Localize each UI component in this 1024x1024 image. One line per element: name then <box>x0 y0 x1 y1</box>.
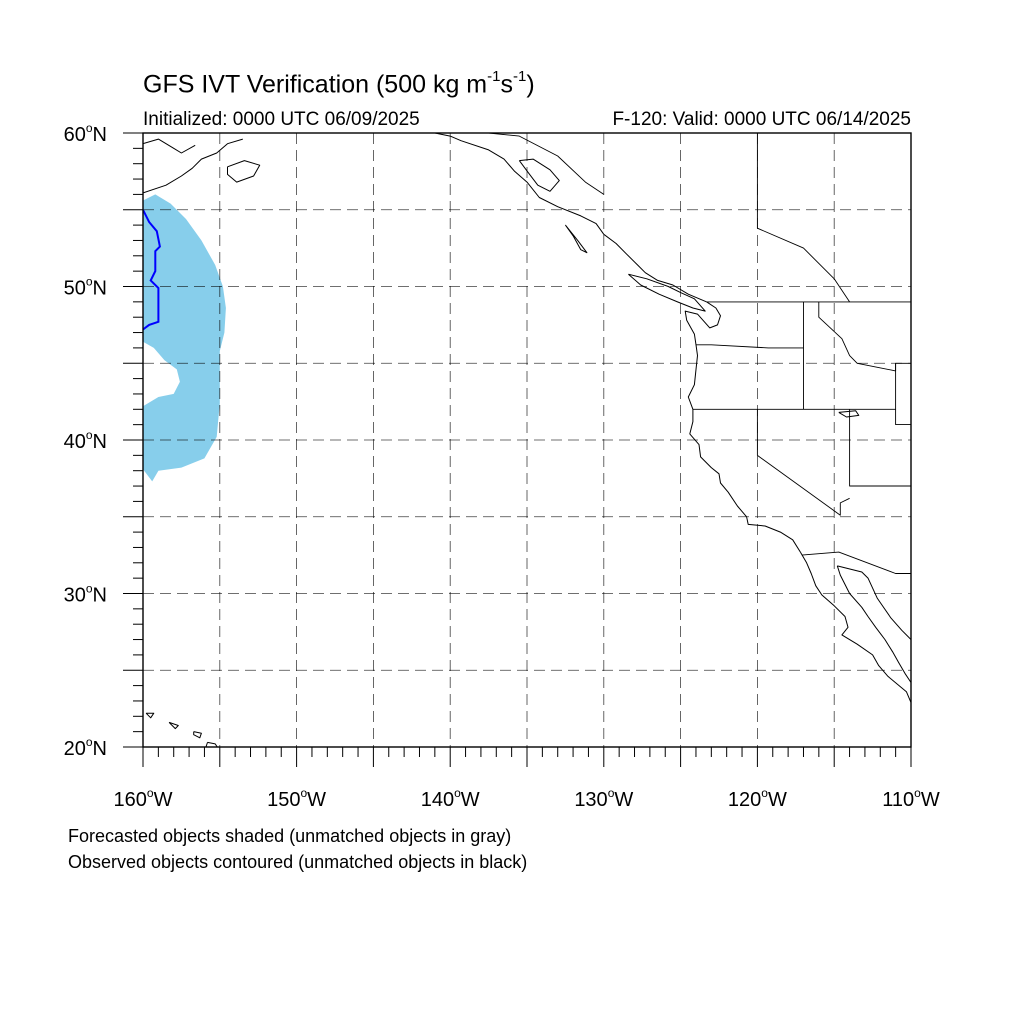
coastlines-and-borders <box>143 133 911 747</box>
valid-time-label: F-120: Valid: 0000 UTC 06/14/2025 <box>612 109 911 130</box>
forecast-objects <box>143 194 226 482</box>
lat-label: 50oN <box>64 275 107 300</box>
axis-labels: 160oW 150oW 140oW 130oW 120oW 110oW 60oN 50oN 40… <box>64 121 940 811</box>
coastline <box>799 551 911 703</box>
coastline <box>684 301 801 553</box>
coastline <box>518 158 560 192</box>
lat-label: 20oN <box>64 735 107 760</box>
political-border <box>801 551 911 574</box>
map-title: GFS IVT Verification (500 kg m-1s-1) <box>143 68 535 99</box>
coastline <box>628 273 706 312</box>
graticule <box>143 133 911 747</box>
lon-label: 160oW <box>114 786 173 811</box>
political-border <box>756 133 850 303</box>
coastline <box>227 160 261 183</box>
coastline <box>205 741 218 747</box>
coastline <box>143 138 196 154</box>
lat-label: 60oN <box>64 121 107 146</box>
political-border <box>756 409 850 516</box>
political-border <box>849 409 911 487</box>
lon-label: 120oW <box>728 786 787 811</box>
observed-objects <box>143 209 161 331</box>
coastline <box>838 410 860 418</box>
axis-ticks <box>123 132 912 767</box>
observed-object-contour <box>143 209 161 331</box>
political-border <box>696 344 804 349</box>
coastline <box>193 731 202 739</box>
coastline <box>168 721 179 730</box>
lon-label: 130oW <box>574 786 633 811</box>
coastline <box>837 565 911 671</box>
lon-label: 140oW <box>421 786 480 811</box>
lat-label: 40oN <box>64 428 107 453</box>
political-border <box>818 301 911 372</box>
coastline <box>143 138 243 194</box>
political-border <box>895 363 911 426</box>
coastline <box>145 712 155 719</box>
initialized-label: Initialized: 0000 UTC 06/09/2025 <box>143 109 420 130</box>
lat-label: 30oN <box>64 582 107 607</box>
observed-footnote: Observed objects contoured (unmatched ob… <box>68 852 528 872</box>
lon-label: 110oW <box>882 786 940 811</box>
coastline <box>564 224 588 254</box>
forecast-footnote: Forecasted objects shaded (unmatched obj… <box>68 826 512 846</box>
coastline <box>836 565 911 683</box>
coastline <box>304 133 707 303</box>
lon-label: 150oW <box>267 786 326 811</box>
forecast-object-shade <box>143 194 226 482</box>
political-border <box>488 133 605 195</box>
